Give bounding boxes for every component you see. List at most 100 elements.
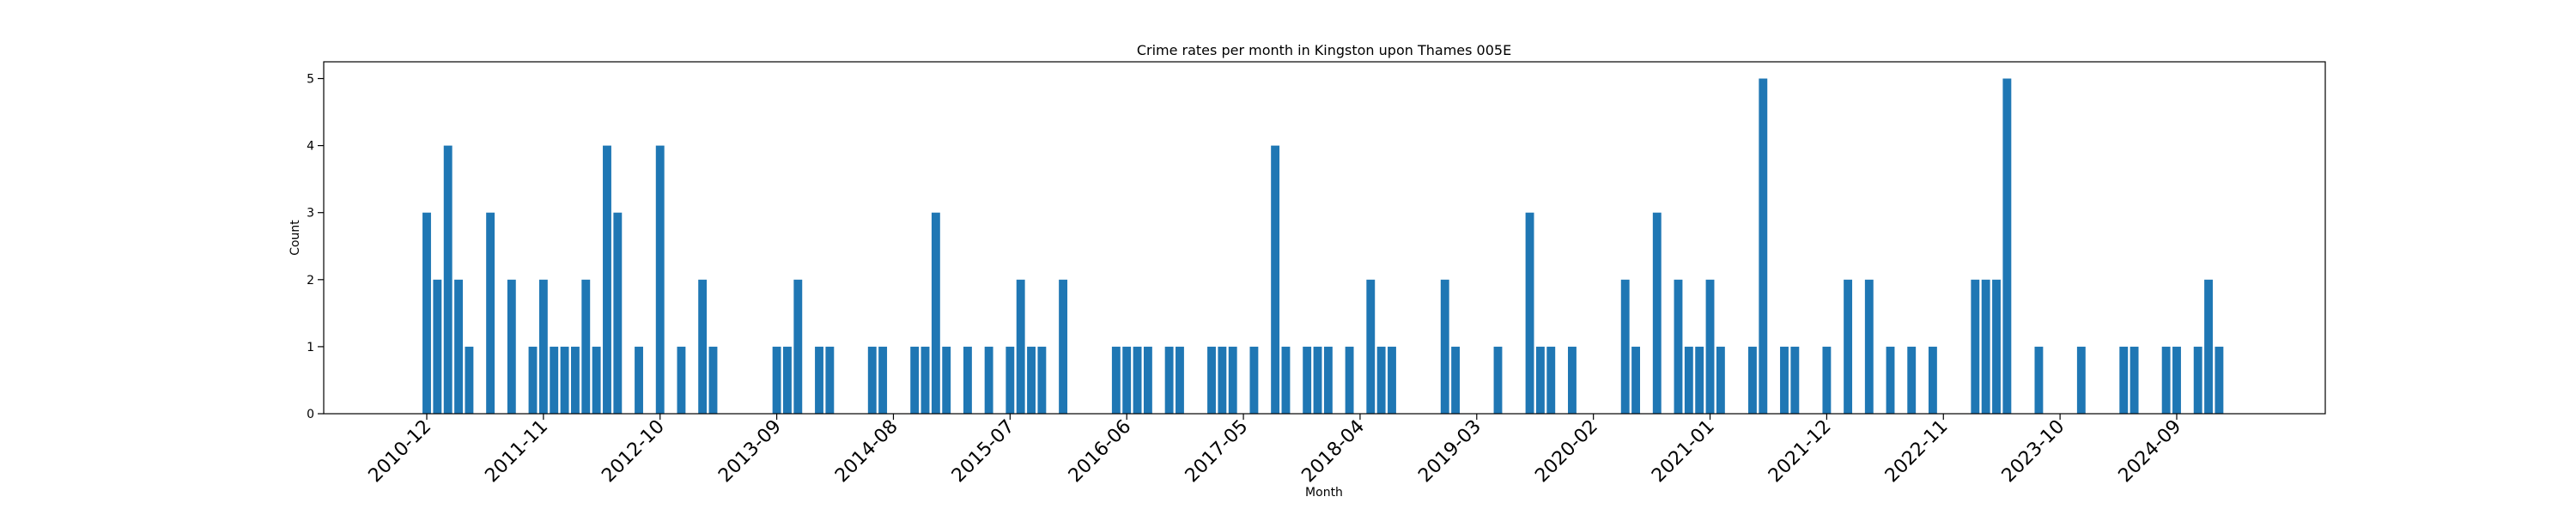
bar-2013-10 — [783, 346, 792, 414]
bar-2019-08 — [1525, 212, 1534, 414]
bar-2018-06 — [1376, 346, 1386, 414]
bar-2023-04 — [1992, 279, 2001, 414]
bar-2017-02 — [1207, 346, 1216, 414]
bar-2016-06 — [1122, 346, 1132, 414]
bar-2020-05 — [1620, 279, 1630, 414]
bar-2013-09 — [772, 346, 781, 414]
bar-2015-07 — [1005, 346, 1015, 414]
bar-2013-02 — [698, 279, 708, 414]
bar-2021-08 — [1780, 346, 1789, 414]
bar-2014-10 — [910, 346, 920, 414]
x-tick-label: 2021-01 — [1648, 416, 1719, 488]
bar-2017-04 — [1228, 346, 1237, 414]
bar-2023-08 — [2034, 346, 2044, 414]
bar-2017-06 — [1249, 346, 1259, 414]
bar-2016-11 — [1176, 346, 1184, 414]
chart-title: Crime rates per month in Kingston upon T… — [1137, 42, 1511, 58]
bar-2020-08 — [1652, 212, 1662, 414]
bar-2016-08 — [1143, 346, 1152, 414]
bar-2011-01 — [433, 279, 442, 414]
x-tick-label: 2016-06 — [1065, 416, 1136, 488]
bar-2020-11 — [1684, 346, 1693, 414]
bar-2012-03 — [581, 279, 591, 414]
bar-2011-08 — [507, 279, 516, 414]
x-tick-label: 2011-11 — [481, 416, 552, 488]
bar-2024-05 — [2129, 346, 2139, 414]
x-tick-label: 2024-09 — [2115, 416, 2186, 488]
bar-2012-10 — [655, 145, 665, 414]
bar-2018-01 — [1323, 346, 1333, 414]
y-axis: 0 1 2 3 4 5 — [307, 73, 324, 421]
y-tick-label: 3 — [307, 207, 314, 221]
bar-2023-12 — [2076, 346, 2086, 414]
x-tick-label: 2019-03 — [1414, 416, 1485, 488]
x-tick-label: 2020-02 — [1531, 416, 1602, 488]
bar-2016-10 — [1164, 346, 1174, 414]
bar-2012-12 — [677, 346, 686, 414]
bar-2012-08 — [635, 346, 643, 414]
bar-2021-05 — [1748, 346, 1757, 414]
bars-group — [422, 78, 2224, 415]
x-tick-label: 2015-07 — [948, 416, 1019, 488]
y-tick-label: 5 — [307, 73, 314, 87]
bar-2022-02 — [1844, 279, 1853, 414]
y-tick-label: 2 — [307, 274, 314, 288]
bar-2019-12 — [1568, 346, 1577, 414]
bar-2017-03 — [1218, 346, 1227, 414]
bar-2011-06 — [486, 212, 495, 414]
x-tick-label: 2023-10 — [1998, 416, 2069, 488]
bar-2024-11 — [2193, 346, 2202, 414]
bar-2021-01 — [1705, 279, 1715, 414]
bar-2012-05 — [603, 145, 611, 414]
bar-2019-01 — [1451, 346, 1461, 414]
bar-2015-10 — [1037, 346, 1047, 414]
bar-2015-12 — [1059, 279, 1068, 414]
bar-2025-01 — [2215, 346, 2224, 414]
bar-2017-09 — [1281, 346, 1291, 414]
bar-2022-10 — [1928, 346, 1937, 414]
bar-2017-08 — [1271, 145, 1280, 414]
bar-2022-04 — [1864, 279, 1874, 414]
bar-2013-11 — [793, 279, 803, 414]
bar-2014-01 — [815, 346, 823, 414]
bar-2020-06 — [1631, 346, 1641, 414]
x-tick-label: 2021-12 — [1765, 416, 1836, 488]
bar-2024-12 — [2204, 279, 2213, 414]
bar-2019-05 — [1493, 346, 1503, 414]
bar-2024-04 — [2119, 346, 2129, 414]
bar-2021-02 — [1716, 346, 1725, 414]
bar-2018-07 — [1388, 346, 1396, 414]
bar-2021-06 — [1759, 78, 1768, 415]
bar-2021-12 — [1822, 346, 1832, 414]
bar-2014-07 — [878, 346, 888, 414]
bar-2010-12 — [422, 212, 431, 414]
bar-2022-06 — [1886, 346, 1895, 414]
bar-2015-08 — [1016, 279, 1025, 414]
bar-2014-02 — [825, 346, 835, 414]
x-axis-label: Month — [1305, 486, 1343, 500]
x-tick-label: 2012-10 — [598, 416, 669, 488]
y-axis-label: Count — [289, 220, 302, 256]
bar-2023-03 — [1981, 279, 1990, 414]
bar-2011-02 — [443, 145, 453, 414]
bar-2011-10 — [528, 346, 538, 414]
bar-2018-12 — [1440, 279, 1449, 414]
bar-2024-08 — [2161, 346, 2171, 414]
bar-2023-05 — [2002, 78, 2012, 415]
bar-2012-04 — [592, 346, 601, 414]
bar-2016-05 — [1111, 346, 1121, 414]
bar-2023-02 — [1971, 279, 1980, 414]
y-tick-label: 1 — [307, 341, 314, 354]
x-tick-label: 2018-04 — [1297, 416, 1369, 488]
bar-2015-01 — [942, 346, 951, 414]
bar-2013-03 — [708, 346, 718, 414]
bar-2011-03 — [454, 279, 463, 414]
bar-2017-12 — [1313, 346, 1322, 414]
bar-2015-09 — [1027, 346, 1036, 414]
x-tick-label: 2013-09 — [714, 416, 786, 488]
x-tick-label: 2010-12 — [365, 416, 436, 488]
bar-2020-12 — [1695, 346, 1704, 414]
bar-2022-08 — [1907, 346, 1917, 414]
x-tick-label: 2014-08 — [831, 416, 902, 488]
